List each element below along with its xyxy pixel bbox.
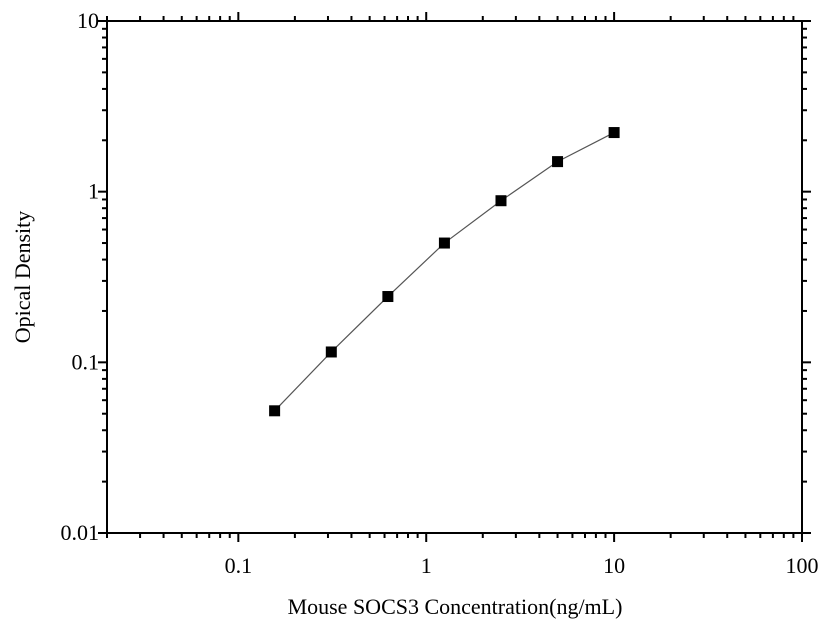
x-tick-label: 1 — [421, 553, 432, 578]
series-line — [274, 132, 615, 412]
y-tick-label: 0.1 — [72, 349, 100, 374]
y-tick-labels: 0.01 0.1 1 10 — [61, 8, 100, 545]
x-tick-label: 0.1 — [225, 553, 253, 578]
x-tick-label: 10 — [603, 553, 625, 578]
axes — [98, 12, 811, 542]
data-point — [495, 195, 507, 207]
x-tick-labels: 0.1 1 10 100 — [225, 553, 819, 578]
y-tick-label: 1 — [88, 179, 99, 204]
data-point — [382, 291, 394, 303]
y-tick-label: 0.01 — [61, 520, 100, 545]
y-tick-label: 10 — [77, 8, 99, 33]
data-point — [608, 127, 620, 139]
x-axis-title: Mouse SOCS3 Concentration(ng/mL) — [288, 594, 623, 619]
data-point — [552, 156, 564, 168]
plot-frame — [106, 20, 803, 534]
x-tick-label: 100 — [786, 553, 819, 578]
data-point — [269, 405, 281, 417]
y-axis-title: Opical Density — [10, 211, 35, 344]
data-point — [438, 237, 450, 249]
series — [269, 127, 620, 417]
data-point — [325, 346, 337, 358]
